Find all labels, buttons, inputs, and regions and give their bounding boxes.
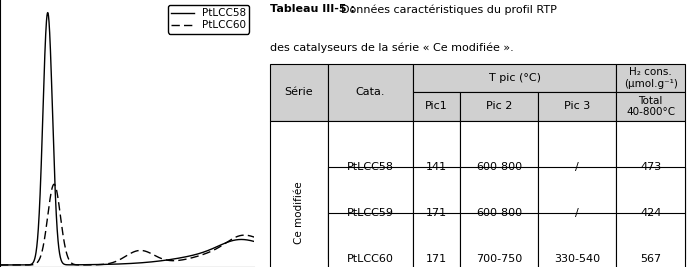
Text: Série: Série [285,87,314,97]
FancyBboxPatch shape [538,167,616,259]
FancyBboxPatch shape [616,64,686,92]
Text: Total
40-800°C: Total 40-800°C [626,96,675,117]
Text: Ce modifiée: Ce modifiée [294,182,304,244]
FancyBboxPatch shape [328,167,413,259]
Text: Cata.: Cata. [356,87,385,97]
PtLCC58 [119,262,128,265]
Legend: PtLCC58, PtLCC60: PtLCC58, PtLCC60 [168,5,249,34]
Text: 141: 141 [426,162,447,172]
FancyBboxPatch shape [460,92,538,121]
Line: PtLCC58: PtLCC58 [0,13,255,265]
Text: 330-540: 330-540 [554,254,600,264]
Text: /: / [575,208,579,218]
Text: 424: 424 [640,208,661,218]
FancyBboxPatch shape [460,167,538,259]
FancyBboxPatch shape [328,213,413,267]
Text: 567: 567 [640,254,661,264]
FancyBboxPatch shape [413,121,460,213]
FancyBboxPatch shape [413,213,460,267]
PtLCC58 [9,263,17,266]
FancyBboxPatch shape [413,64,616,92]
PtLCC60 [196,254,205,257]
Text: PtLCC60: PtLCC60 [347,254,394,264]
PtLCC58 [243,238,251,242]
PtLCC60 [113,259,121,262]
FancyBboxPatch shape [413,167,460,259]
PtLCC60 [243,234,251,237]
PtLCC58 [196,252,205,255]
Text: Pic 3: Pic 3 [564,101,590,112]
FancyBboxPatch shape [616,92,686,121]
PtLCC60 [119,256,128,259]
FancyBboxPatch shape [616,121,686,213]
FancyBboxPatch shape [270,64,328,121]
PtLCC58 [44,11,52,14]
Line: PtLCC60: PtLCC60 [0,184,255,265]
PtLCC60 [50,183,58,186]
Text: T pic (°C): T pic (°C) [489,73,541,83]
PtLCC58 [0,263,4,266]
PtLCC58 [251,240,259,243]
FancyBboxPatch shape [270,121,328,267]
Text: des catalyseurs de la série « Ce modifiée ».: des catalyseurs de la série « Ce modifié… [270,43,514,53]
Text: 600-800: 600-800 [476,162,522,172]
PtLCC58 [243,238,251,242]
FancyBboxPatch shape [538,121,616,213]
FancyBboxPatch shape [460,213,538,267]
FancyBboxPatch shape [616,167,686,259]
Text: Pic 2: Pic 2 [486,101,512,112]
PtLCC60 [251,235,259,239]
Text: 171: 171 [426,208,447,218]
Text: 600-800: 600-800 [476,208,522,218]
Text: PtLCC59: PtLCC59 [347,208,394,218]
Text: 473: 473 [640,162,661,172]
PtLCC60 [0,263,4,266]
Text: Données caractéristiques du profil RTP: Données caractéristiques du profil RTP [341,4,557,14]
FancyBboxPatch shape [460,121,538,213]
PtLCC60 [9,263,17,266]
FancyBboxPatch shape [328,121,413,213]
Text: Pic1: Pic1 [425,101,448,112]
Text: 171: 171 [426,254,447,264]
FancyBboxPatch shape [538,213,616,267]
Text: 700-750: 700-750 [476,254,522,264]
Text: PtLCC58: PtLCC58 [347,162,394,172]
FancyBboxPatch shape [328,64,413,121]
FancyBboxPatch shape [413,92,460,121]
Text: /: / [575,162,579,172]
PtLCC60 [243,234,251,237]
Text: Tableau III-5 :: Tableau III-5 : [270,4,355,14]
PtLCC58 [113,262,121,266]
FancyBboxPatch shape [538,92,616,121]
Text: H₂ cons.
(μmol.g⁻¹): H₂ cons. (μmol.g⁻¹) [624,67,677,89]
FancyBboxPatch shape [616,213,686,267]
